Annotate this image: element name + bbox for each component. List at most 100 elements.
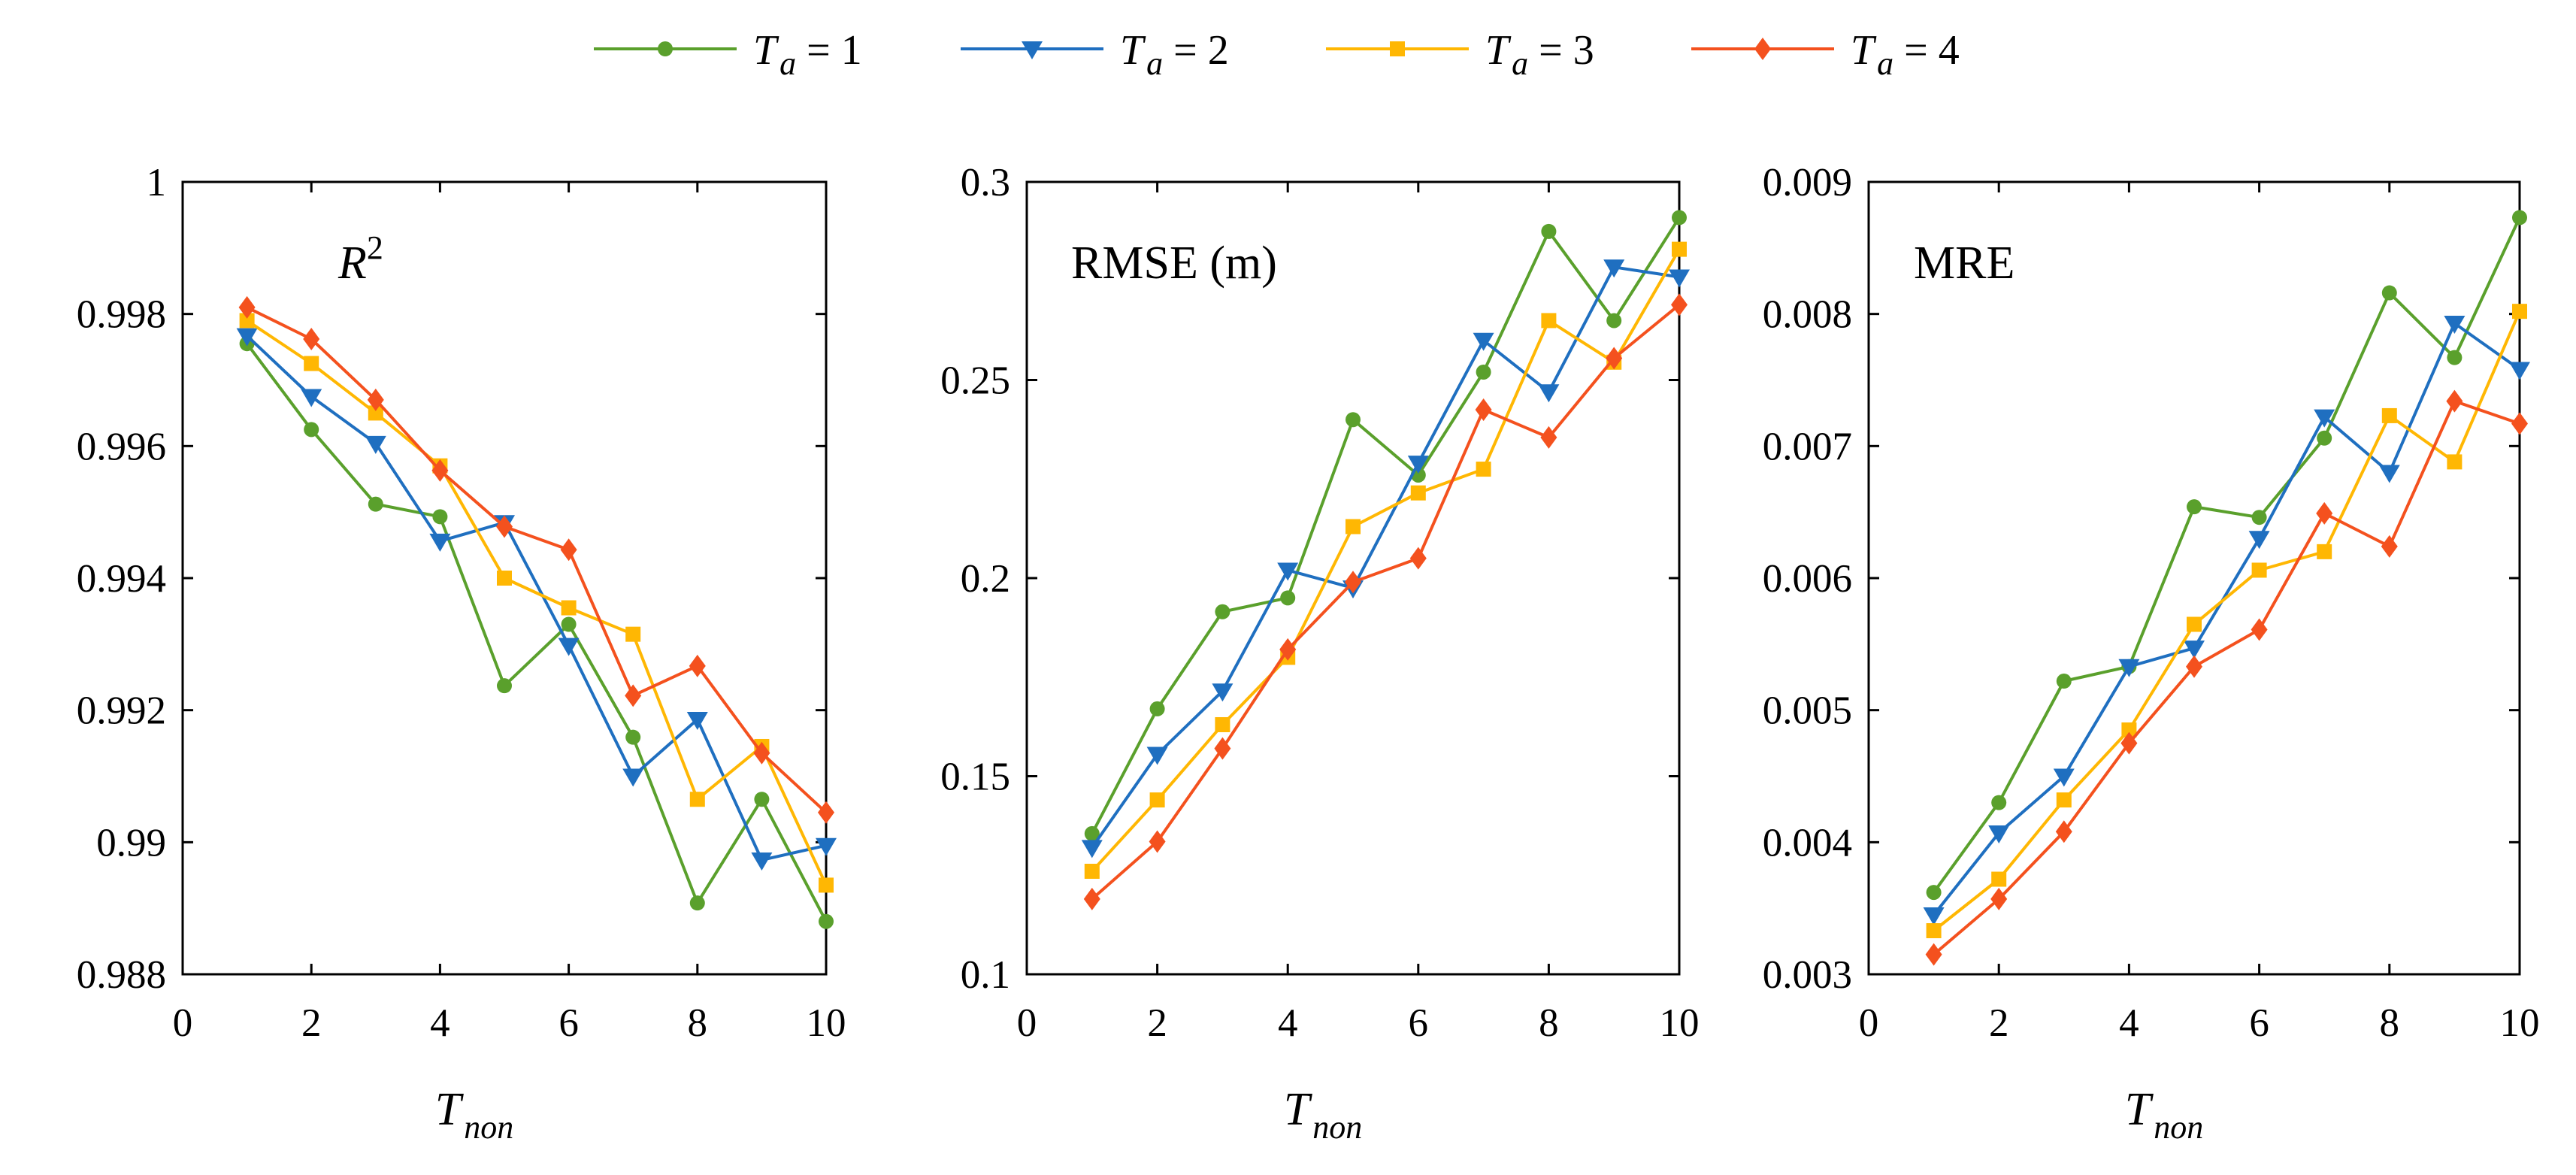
series-Ta4: [1083, 293, 1688, 910]
data-point-Ta2: [816, 837, 837, 856]
y-tick-label: 0.006: [1763, 557, 1852, 601]
panel-3: 0.003 0.004 0.005 0.006 0.007 0.008 0.009 0 2 4 6 8…: [1763, 161, 2540, 1146]
data-point-Ta2: [1669, 269, 1690, 288]
panel-title: RMSE (m): [1071, 238, 1277, 289]
series-line-Ta3: [1933, 310, 2521, 932]
data-point-Ta4: [625, 684, 642, 707]
data-point-Ta4: [1279, 637, 1297, 661]
data-point-Ta4: [1475, 398, 1492, 422]
data-point-Ta4: [2251, 618, 2268, 641]
data-point-Ta1: [497, 678, 512, 694]
data-point-Ta1: [1346, 412, 1361, 428]
data-point-Ta3: [1149, 792, 1165, 808]
data-point-Ta3: [1346, 519, 1361, 535]
data-point-Ta4: [1990, 887, 2008, 910]
legend-marker-Ta3: [1390, 41, 1405, 56]
data-point-Ta3: [2447, 454, 2462, 470]
x-tick-label: 8: [1539, 1001, 1559, 1045]
data-point-Ta1: [304, 422, 319, 438]
data-point-Ta1: [625, 729, 641, 745]
data-point-Ta1: [2512, 210, 2527, 226]
data-point-Ta3: [2381, 407, 2397, 423]
data-point-Ta1: [1084, 825, 1100, 841]
series-line-Ta2: [246, 335, 827, 862]
x-tick-label: 0: [1859, 1001, 1879, 1045]
data-point-Ta1: [1991, 795, 2007, 810]
data-point-Ta1: [1606, 313, 1622, 329]
data-point-Ta2: [1146, 746, 1168, 765]
panel-title: R2: [338, 229, 383, 289]
y-tick-label: 0.008: [1763, 293, 1852, 337]
data-point-Ta4: [1214, 737, 1231, 760]
data-point-Ta1: [2381, 285, 2397, 301]
legend-marker-Ta4: [1754, 38, 1771, 60]
data-point-Ta4: [560, 538, 577, 562]
data-point-Ta1: [1215, 604, 1230, 619]
x-tick-label: 4: [1278, 1001, 1298, 1045]
data-point-Ta3: [561, 600, 577, 616]
data-point-Ta2: [1923, 907, 1945, 925]
x-tick-label: 10: [807, 1001, 846, 1045]
legend-entry-Ta2: Ta = 2: [961, 27, 1229, 82]
data-point-Ta2: [2118, 659, 2140, 677]
legend-label-Ta3: Ta = 3: [1485, 27, 1594, 82]
data-point-Ta4: [1083, 887, 1100, 910]
data-point-Ta2: [2378, 465, 2400, 483]
y-tick-label: 1: [147, 161, 167, 204]
legend-entry-Ta4: Ta = 4: [1691, 27, 1960, 82]
data-point-Ta4: [1540, 425, 1557, 449]
data-point-Ta3: [1410, 485, 1426, 501]
data-point-Ta1: [1926, 885, 1942, 901]
legend-entry-Ta3: Ta = 3: [1326, 27, 1594, 82]
data-point-Ta2: [2444, 315, 2466, 334]
legend-marker-Ta1: [658, 41, 673, 56]
series-line-Ta3: [1091, 248, 1681, 873]
data-point-Ta3: [239, 313, 255, 329]
data-point-Ta4: [2316, 501, 2333, 525]
series-Ta2: [1923, 315, 2530, 925]
series-line-Ta4: [1933, 399, 2520, 956]
x-axis-label: Tnon: [435, 1084, 513, 1146]
data-point-Ta2: [558, 637, 580, 656]
data-point-Ta4: [753, 741, 770, 765]
y-tick-label: 0.25: [940, 359, 1010, 403]
x-tick-label: 8: [688, 1001, 708, 1045]
data-point-Ta1: [432, 509, 448, 525]
data-point-Ta1: [819, 913, 834, 929]
y-tick-label: 0.2: [961, 557, 1010, 601]
data-point-Ta2: [1407, 456, 1429, 474]
y-tick-label: 0.996: [77, 425, 166, 468]
x-tick-label: 4: [2119, 1001, 2139, 1045]
data-point-Ta4: [367, 388, 384, 411]
x-tick-label: 6: [2249, 1001, 2269, 1045]
data-point-Ta4: [2186, 655, 2202, 678]
data-point-Ta3: [2187, 616, 2202, 632]
data-point-Ta1: [1280, 590, 1296, 606]
data-point-Ta3: [689, 792, 705, 807]
data-point-Ta3: [1084, 863, 1100, 879]
data-point-Ta3: [304, 356, 319, 371]
series-Ta1: [1084, 210, 1687, 841]
x-tick-label: 0: [1017, 1001, 1037, 1045]
y-tick-label: 0.009: [1763, 161, 1852, 204]
data-point-Ta2: [2053, 768, 2075, 787]
data-point-Ta1: [1541, 223, 1557, 239]
data-point-Ta3: [1991, 871, 2007, 887]
x-axis-label: Tnon: [2125, 1084, 2203, 1146]
y-tick-label: 0.988: [77, 953, 166, 997]
series-line-Ta1: [1091, 217, 1681, 834]
y-tick-label: 0.15: [940, 756, 1010, 799]
data-point-Ta1: [2187, 499, 2202, 515]
data-point-Ta1: [2251, 510, 2267, 525]
data-point-Ta3: [2056, 792, 2072, 808]
data-point-Ta2: [1081, 840, 1103, 859]
data-point-Ta3: [1541, 313, 1557, 329]
data-point-Ta2: [429, 533, 451, 552]
data-point-Ta4: [496, 515, 513, 538]
data-point-Ta3: [1926, 923, 1942, 939]
data-point-Ta4: [2446, 389, 2463, 413]
data-point-Ta4: [238, 295, 256, 319]
